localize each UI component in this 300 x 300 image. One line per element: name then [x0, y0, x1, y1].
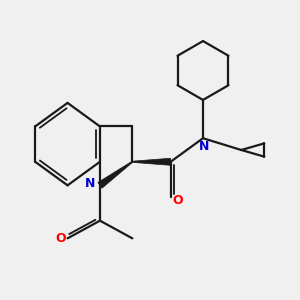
Polygon shape	[132, 158, 171, 165]
Polygon shape	[98, 161, 133, 188]
Text: O: O	[173, 194, 183, 207]
Text: N: N	[199, 140, 210, 153]
Text: N: N	[85, 177, 96, 190]
Text: O: O	[55, 232, 65, 245]
